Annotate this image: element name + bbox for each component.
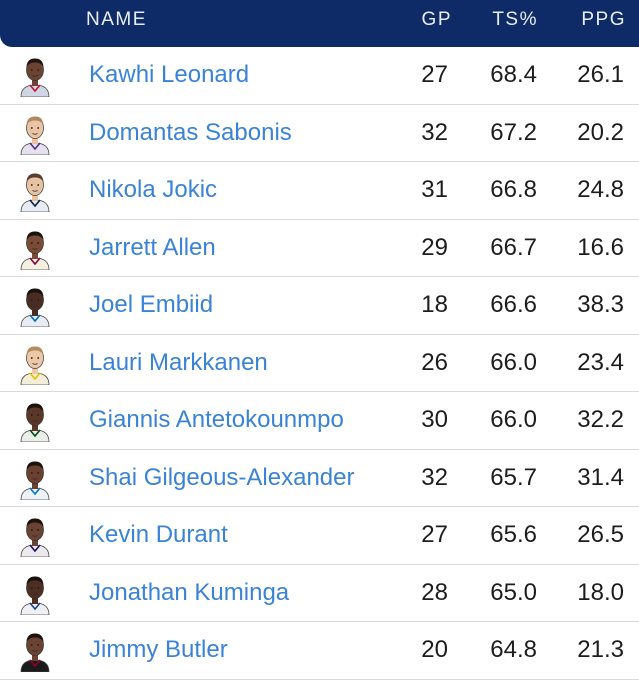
table-body: Kawhi Leonard 27 68.4 26.1 Domantas Sabonis 3… bbox=[0, 47, 639, 680]
games-played: 26 bbox=[421, 348, 448, 376]
true-shooting-pct: 65.0 bbox=[490, 578, 537, 606]
points-per-game: 18.0 bbox=[577, 578, 624, 606]
true-shooting-pct: 66.8 bbox=[490, 176, 537, 203]
table-row[interactable]: Jimmy Butler 20 64.8 21.3 bbox=[0, 622, 639, 680]
column-header-name[interactable]: NAME bbox=[86, 9, 147, 30]
player-avatar-icon bbox=[15, 170, 55, 213]
table-row[interactable]: Nikola Jokic 31 66.8 24.8 bbox=[0, 162, 639, 220]
player-name[interactable]: Domantas Sabonis bbox=[89, 118, 292, 146]
player-avatar-icon bbox=[15, 55, 55, 98]
points-per-game: 38.3 bbox=[577, 291, 624, 318]
games-played: 29 bbox=[421, 233, 448, 261]
player-name[interactable]: Shai Gilgeous-Alexander bbox=[89, 463, 355, 491]
player-avatar-icon bbox=[15, 285, 55, 328]
player-avatar-icon bbox=[15, 515, 55, 558]
games-played: 31 bbox=[421, 176, 448, 203]
table-header: NAME GP TS% PPG bbox=[0, 0, 639, 47]
games-played: 28 bbox=[421, 578, 448, 606]
table-row[interactable]: Lauri Markkanen 26 66.0 23.4 bbox=[0, 335, 639, 392]
player-name[interactable]: Joel Embiid bbox=[89, 291, 214, 318]
points-per-game: 31.4 bbox=[577, 463, 624, 491]
player-name[interactable]: Kawhi Leonard bbox=[89, 61, 250, 88]
player-name[interactable]: Nikola Jokic bbox=[89, 176, 218, 203]
column-header-gp[interactable]: GP bbox=[421, 9, 452, 30]
player-name[interactable]: Jimmy Butler bbox=[89, 636, 228, 663]
games-played: 18 bbox=[421, 291, 448, 318]
player-name[interactable]: Giannis Antetokounmpo bbox=[89, 406, 344, 433]
points-per-game: 32.2 bbox=[577, 406, 624, 433]
player-name[interactable]: Jarrett Allen bbox=[89, 233, 216, 261]
table-row[interactable]: Jonathan Kuminga 28 65.0 18.0 bbox=[0, 565, 639, 622]
games-played: 20 bbox=[421, 636, 448, 663]
games-played: 30 bbox=[421, 406, 448, 433]
table-row[interactable]: Kawhi Leonard 27 68.4 26.1 bbox=[0, 47, 639, 105]
points-per-game: 20.2 bbox=[577, 118, 624, 146]
table-row[interactable]: Joel Embiid 18 66.6 38.3 bbox=[0, 277, 639, 335]
true-shooting-pct: 66.7 bbox=[490, 233, 537, 261]
points-per-game: 23.4 bbox=[577, 348, 624, 376]
player-avatar-icon bbox=[15, 343, 55, 385]
table-row[interactable]: Domantas Sabonis 32 67.2 20.2 bbox=[0, 105, 639, 162]
games-played: 32 bbox=[421, 118, 448, 146]
games-played: 32 bbox=[421, 463, 448, 491]
games-played: 27 bbox=[421, 521, 448, 548]
player-avatar-icon bbox=[15, 400, 55, 443]
true-shooting-pct: 65.6 bbox=[490, 521, 537, 548]
true-shooting-pct: 64.8 bbox=[490, 636, 537, 663]
true-shooting-pct: 66.6 bbox=[490, 291, 537, 318]
games-played: 27 bbox=[421, 61, 448, 88]
points-per-game: 26.5 bbox=[577, 521, 624, 548]
player-avatar-icon bbox=[15, 458, 55, 500]
player-name[interactable]: Jonathan Kuminga bbox=[89, 578, 290, 606]
table-row[interactable]: Shai Gilgeous-Alexander 32 65.7 31.4 bbox=[0, 450, 639, 507]
true-shooting-pct: 67.2 bbox=[490, 118, 537, 146]
player-avatar-icon bbox=[15, 113, 55, 155]
column-header-ts[interactable]: TS% bbox=[492, 9, 538, 30]
true-shooting-pct: 68.4 bbox=[490, 61, 537, 88]
points-per-game: 21.3 bbox=[577, 636, 624, 663]
table-row[interactable]: Kevin Durant 27 65.6 26.5 bbox=[0, 507, 639, 565]
points-per-game: 16.6 bbox=[577, 233, 624, 261]
true-shooting-pct: 66.0 bbox=[490, 406, 537, 433]
player-avatar-icon bbox=[15, 630, 55, 673]
true-shooting-pct: 65.7 bbox=[490, 463, 537, 491]
player-avatar-icon bbox=[15, 573, 55, 615]
points-per-game: 26.1 bbox=[577, 61, 624, 88]
player-name[interactable]: Kevin Durant bbox=[89, 521, 228, 548]
player-avatar-icon bbox=[15, 228, 55, 270]
table-row[interactable]: Giannis Antetokounmpo 30 66.0 32.2 bbox=[0, 392, 639, 450]
points-per-game: 24.8 bbox=[577, 176, 624, 203]
true-shooting-pct: 66.0 bbox=[490, 348, 537, 376]
column-header-ppg[interactable]: PPG bbox=[581, 9, 626, 30]
table-row[interactable]: Jarrett Allen 29 66.7 16.6 bbox=[0, 220, 639, 277]
player-name[interactable]: Lauri Markkanen bbox=[89, 348, 268, 376]
